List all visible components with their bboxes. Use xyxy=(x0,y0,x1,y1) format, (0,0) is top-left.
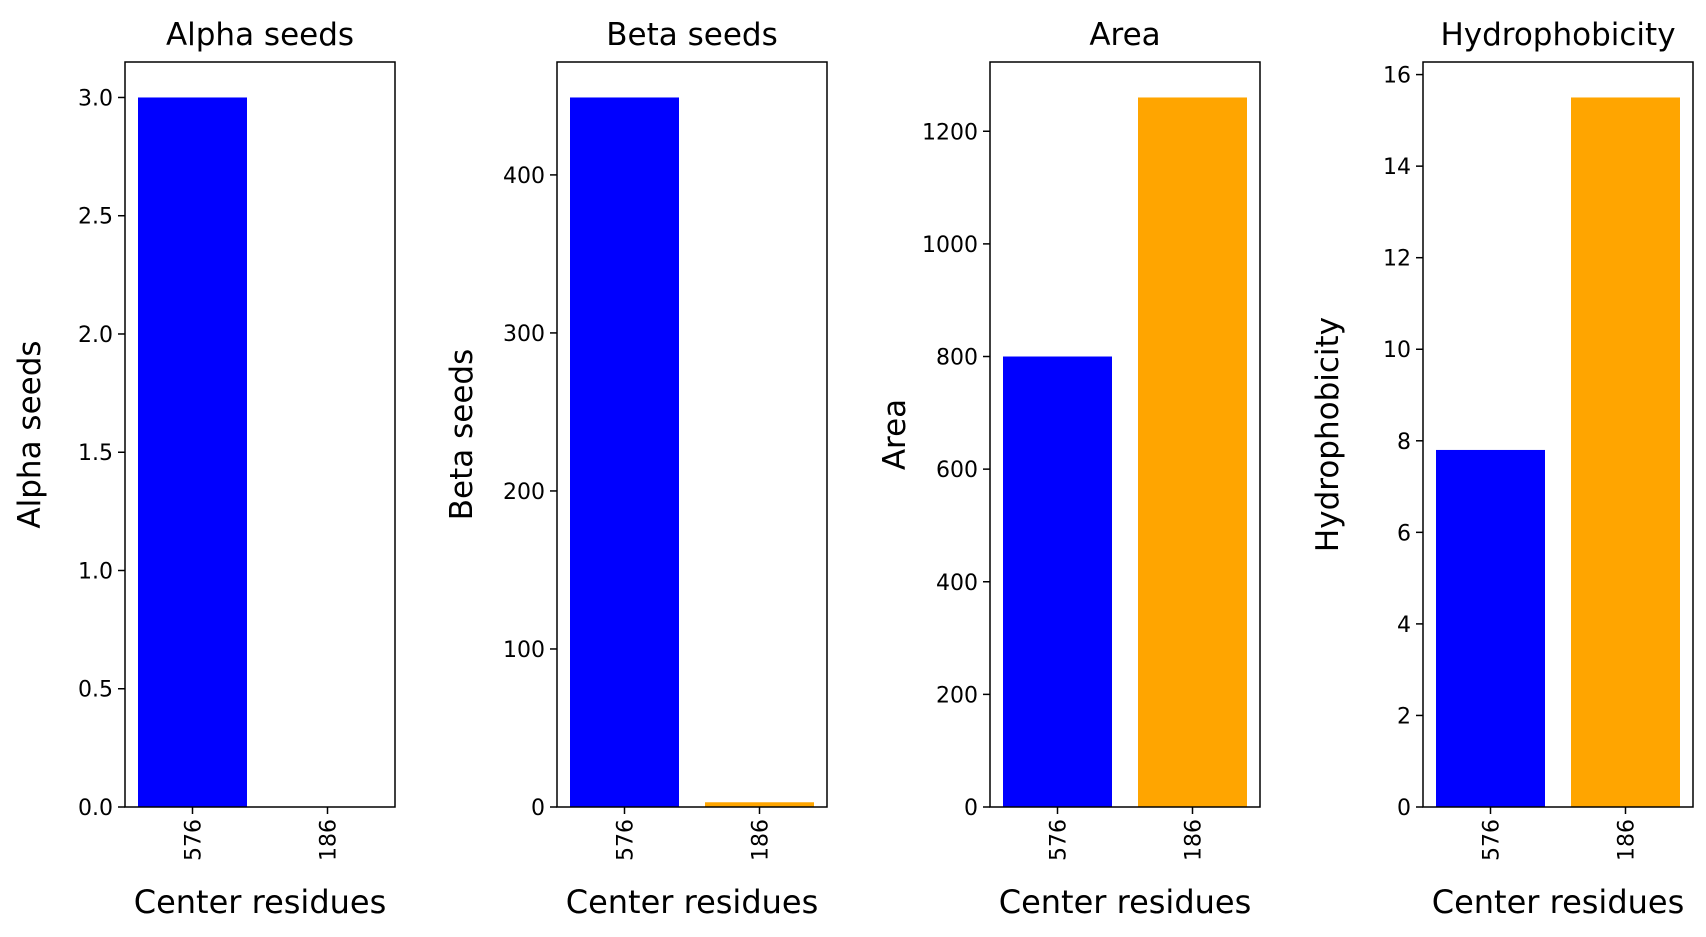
x-tick-label: 576 xyxy=(182,819,207,861)
y-axis-label: Area xyxy=(877,399,913,470)
y-tick-label: 1200 xyxy=(922,120,978,145)
bar-576 xyxy=(1436,449,1545,807)
y-tick-label: 10 xyxy=(1383,338,1411,363)
y-tick-label: 6 xyxy=(1397,521,1411,546)
y-tick-label: 0 xyxy=(964,796,978,821)
axes-frame xyxy=(1422,61,1694,808)
bar-186 xyxy=(705,802,814,807)
y-tick-label: 300 xyxy=(503,322,545,347)
y-tick-label: 8 xyxy=(1397,430,1411,455)
x-axis-label: Center residues xyxy=(1432,883,1685,921)
x-tick-label: 576 xyxy=(1047,819,1072,861)
x-tick-label: 186 xyxy=(1182,819,1207,861)
chart-title: Hydrophobicity xyxy=(1440,17,1675,53)
subplot-4: 0 2 4 6 8 10 12 14 16 576 186 Hydrophobicity Center … xyxy=(1310,17,1694,921)
x-axis-label: Center residues xyxy=(999,883,1252,921)
y-tick-label: 3.0 xyxy=(78,86,113,111)
y-axis-label: Beta seeds xyxy=(444,349,480,520)
axes-frame xyxy=(124,61,396,808)
bar-576 xyxy=(570,97,679,807)
y-tick-label: 4 xyxy=(1397,613,1411,638)
y-tick-label: 0 xyxy=(1397,796,1411,821)
x-tick-label: 186 xyxy=(1615,819,1640,861)
chart-title: Alpha seeds xyxy=(166,17,354,53)
bar-576 xyxy=(1003,356,1112,807)
y-tick-label: 800 xyxy=(936,346,978,371)
y-tick-label: 2.0 xyxy=(78,323,113,348)
y-tick-label: 1.0 xyxy=(78,559,113,584)
y-tick-label: 0.0 xyxy=(78,796,113,821)
x-axis-label: Center residues xyxy=(134,883,387,921)
y-tick-label: 1000 xyxy=(922,233,978,258)
chart-title: Beta seeds xyxy=(606,17,777,53)
bar-186 xyxy=(1571,97,1680,807)
y-tick-label: 12 xyxy=(1383,247,1411,272)
x-tick-label: 186 xyxy=(749,819,774,861)
y-tick-label: 16 xyxy=(1383,64,1411,89)
x-tick-label: 576 xyxy=(1480,819,1505,861)
y-tick-label: 200 xyxy=(503,480,545,505)
x-tick-label: 576 xyxy=(614,819,639,861)
bar-576 xyxy=(138,97,247,807)
y-axis-label: Hydrophobicity xyxy=(1310,317,1346,552)
y-tick-label: 0 xyxy=(531,796,545,821)
y-tick-label: 200 xyxy=(936,683,978,708)
y-tick-label: 600 xyxy=(936,458,978,483)
y-axis-label: Alpha seeds xyxy=(12,340,48,528)
axes-frame xyxy=(989,61,1261,808)
y-tick-label: 2.5 xyxy=(78,205,113,230)
subplot-1: 0.0 0.5 1.0 1.5 2.0 2.5 3.0 576 186 Alpha seeds Ce… xyxy=(12,17,396,921)
y-tick-label: 400 xyxy=(503,164,545,189)
y-tick-label: 1.5 xyxy=(78,441,113,466)
y-tick-label: 0.5 xyxy=(78,678,113,703)
subplot-2: 0 100 200 300 400 576 186 Beta seeds Center resi… xyxy=(444,17,828,921)
chart-title: Area xyxy=(1089,17,1160,53)
y-tick-label: 14 xyxy=(1383,155,1411,180)
y-tick-label: 2 xyxy=(1397,704,1411,729)
bar-186 xyxy=(1138,97,1247,807)
y-tick-label: 100 xyxy=(503,638,545,663)
x-tick-label: 186 xyxy=(317,819,342,861)
subplot-3: 0 200 400 600 800 1000 1200 576 186 Area Center re… xyxy=(877,17,1261,921)
x-axis-label: Center residues xyxy=(566,883,819,921)
axes-frame xyxy=(556,61,828,808)
y-tick-label: 400 xyxy=(936,571,978,596)
